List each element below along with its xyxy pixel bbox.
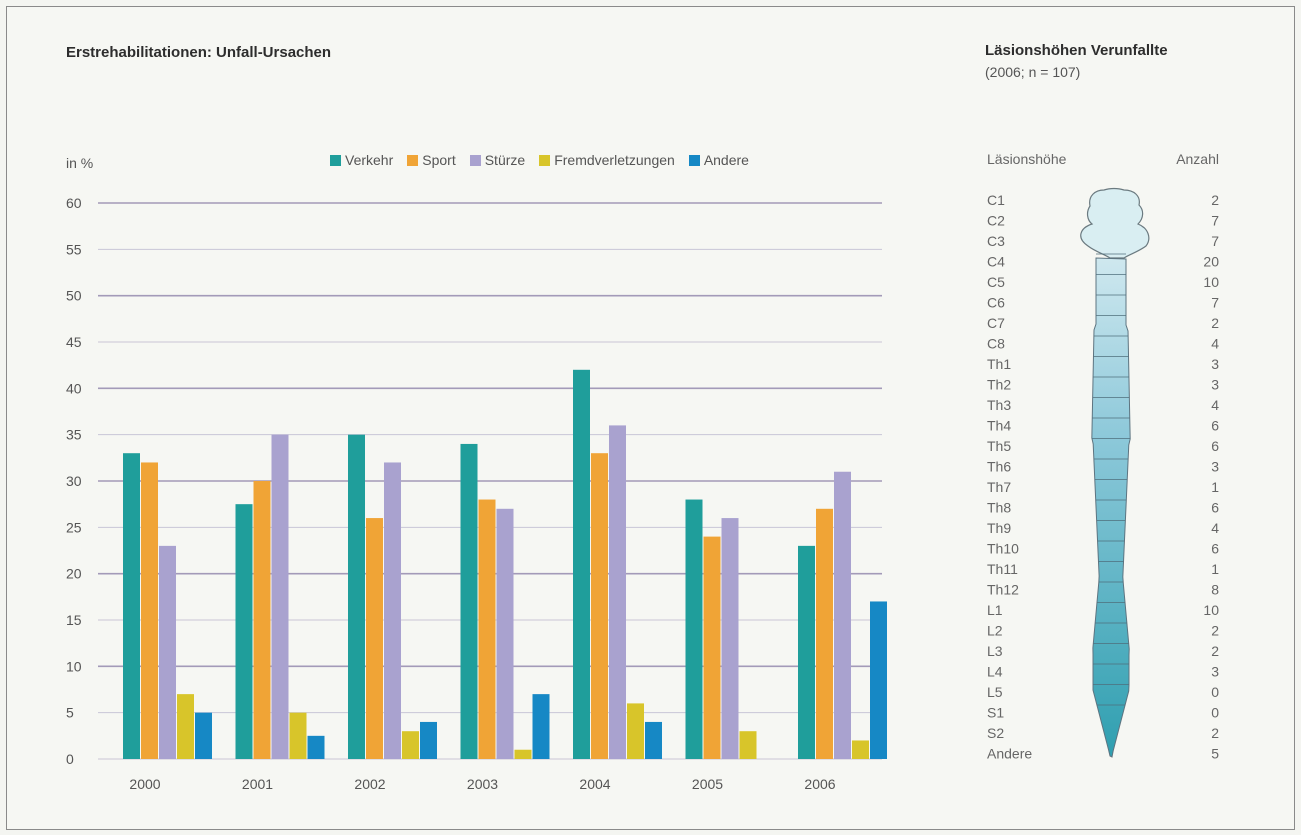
legend-item-sturze: Stürze <box>469 152 526 168</box>
lesion-subtitle: (2006; n = 107) <box>985 64 1081 80</box>
legend-swatch-sturze <box>469 154 481 166</box>
legend-item-sport: Sport <box>407 152 456 168</box>
legend-swatch-andere <box>688 154 700 166</box>
lesion-title: Läsionshöhen Verunfallte <box>985 42 1168 59</box>
legend-label-sturze: Stürze <box>484 152 526 168</box>
chart-legend: Verkehr Sport Stürze Fremdverletzungen A… <box>330 152 749 168</box>
legend-swatch-sport <box>407 154 419 166</box>
legend-item-andere: Andere <box>688 152 749 168</box>
legend-item-verkehr: Verkehr <box>330 152 393 168</box>
legend-label-fremdverletzungen: Fremdverletzungen <box>554 152 675 168</box>
legend-swatch-verkehr <box>330 154 341 166</box>
figure-frame <box>6 6 1295 830</box>
legend-label-andere: Andere <box>703 152 749 168</box>
legend-label-sport: Sport <box>422 152 456 168</box>
legend-item-fremdverletzungen: Fremdverletzungen <box>539 152 675 168</box>
legend-label-verkehr: Verkehr <box>345 152 394 168</box>
chart-title: Erstrehabilitationen: Unfall-Ursachen <box>66 44 332 61</box>
legend-swatch-fremdverletzungen <box>539 154 551 166</box>
